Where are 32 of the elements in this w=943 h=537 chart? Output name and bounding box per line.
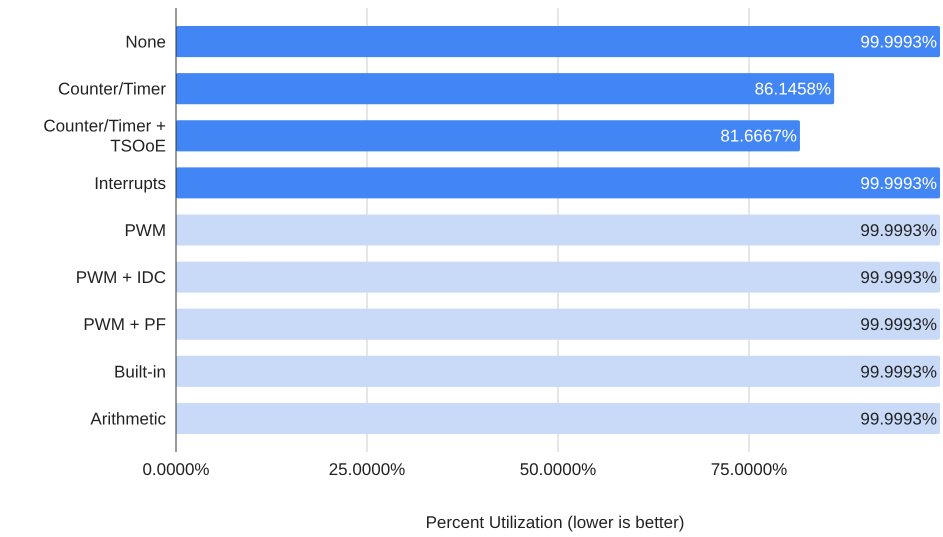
y-tick-label: Counter/Timer + TSOoE xyxy=(43,116,166,156)
bar xyxy=(176,167,940,198)
y-tick-label: Counter/Timer xyxy=(58,80,166,99)
y-tick-label: None xyxy=(125,32,166,52)
y-tick-label: Arithmetic xyxy=(90,409,166,428)
y-tick-label: Interrupts xyxy=(94,174,166,193)
bar xyxy=(176,120,800,152)
data-label: 99.9993% xyxy=(860,32,937,52)
x-tick-label: 50.0000% xyxy=(520,460,596,479)
data-label: 99.9993% xyxy=(860,362,937,382)
x-tick-label: 75.0000% xyxy=(710,460,788,479)
bar xyxy=(176,262,940,293)
x-tick-label: 0.0000% xyxy=(142,460,210,479)
bar xyxy=(176,26,940,58)
bar xyxy=(176,356,940,387)
y-tick-label: PWM + IDC xyxy=(76,268,166,288)
data-label: 99.9993% xyxy=(860,315,937,334)
y-tick-label: Built-in xyxy=(114,362,166,382)
y-tick-label: PWM xyxy=(124,220,166,240)
data-label: 99.9993% xyxy=(860,268,937,288)
data-label: 99.9993% xyxy=(860,409,937,428)
y-tick-label: PWM + PF xyxy=(83,315,166,334)
x-axis-title: Percent Utilization (lower is better) xyxy=(426,513,684,532)
data-label: 99.9993% xyxy=(860,174,937,193)
bar xyxy=(176,214,940,246)
data-label: 81.6667% xyxy=(720,126,797,146)
x-tick-label: 25.0000% xyxy=(328,460,406,479)
bar xyxy=(176,308,940,340)
bar xyxy=(176,73,834,104)
bar xyxy=(176,402,940,434)
data-label: 99.9993% xyxy=(860,220,937,240)
data-label: 86.1458% xyxy=(754,80,832,99)
